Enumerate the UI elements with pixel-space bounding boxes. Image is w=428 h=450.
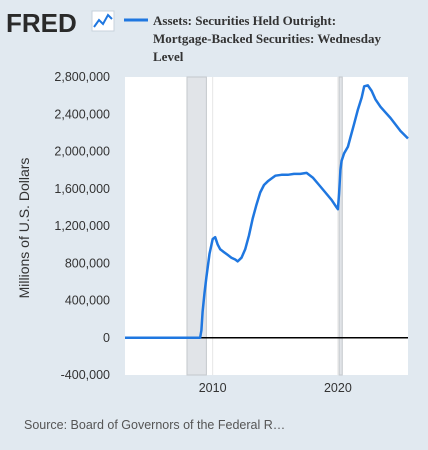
y-tick-label: 1,200,000 xyxy=(54,219,110,233)
source-note: Source: Board of Governors of the Federa… xyxy=(24,418,285,432)
fred-logo-text: FRED xyxy=(6,8,77,38)
recession-band-2 xyxy=(338,76,343,376)
y-tick-label: 400,000 xyxy=(65,294,110,308)
x-tick-label: 2020 xyxy=(324,381,352,395)
legend-line-3: Level xyxy=(153,49,184,64)
grid-lines xyxy=(212,77,339,375)
y-tick-labels: 2,800,000 2,400,000 2,000,000 1,600,000 1,20… xyxy=(54,70,110,382)
plot-area xyxy=(125,77,408,375)
legend: Assets: Securities Held Outright: Mortga… xyxy=(124,13,381,64)
y-tick-label: -400,000 xyxy=(61,368,110,382)
x-tick-labels: 2010 2020 xyxy=(199,381,352,395)
legend-line-2: Mortgage-Backed Securities: Wednesday xyxy=(153,31,381,46)
y-tick-label: 0 xyxy=(103,331,110,345)
trend-line-icon xyxy=(91,10,115,32)
y-axis-title: Millions of U.S. Dollars xyxy=(16,158,32,299)
recession-band-1 xyxy=(186,76,207,376)
y-tick-label: 1,600,000 xyxy=(54,182,110,196)
series-line-mbs[interactable] xyxy=(125,84,409,340)
recession-bands xyxy=(186,76,343,376)
fred-logo[interactable]: FRED xyxy=(6,8,115,38)
y-tick-label: 800,000 xyxy=(65,256,110,270)
y-tick-label: 2,400,000 xyxy=(54,107,110,121)
y-tick-label: 2,800,000 xyxy=(54,70,110,84)
legend-line-1: Assets: Securities Held Outright: xyxy=(153,13,336,28)
x-tick-label: 2010 xyxy=(199,381,227,395)
y-tick-label: 2,000,000 xyxy=(54,145,110,159)
